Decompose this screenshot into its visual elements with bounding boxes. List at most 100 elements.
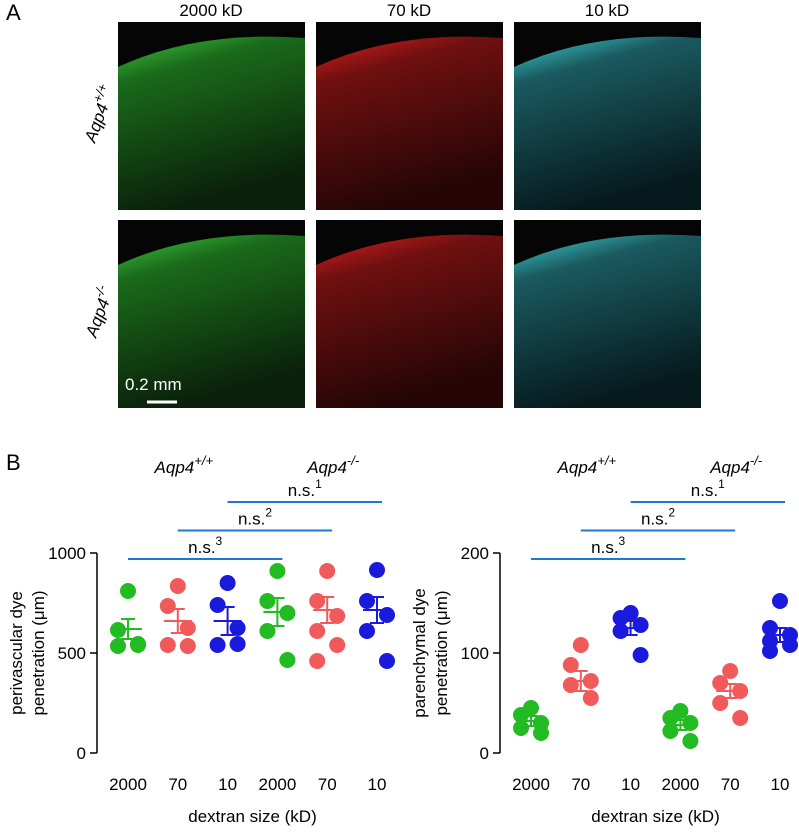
data-point [359,623,375,639]
comparison-sup: 2 [668,506,675,520]
sem-bar [673,719,688,731]
data-point [110,638,126,654]
comparison-text: n.s. [591,538,618,557]
sem-bar [121,618,135,640]
comparison-sup: 3 [619,534,626,548]
x-tick-label: 10 [218,775,237,794]
sem-bar [524,715,538,727]
x-tick-label: 70 [571,775,590,794]
sem-bar [270,597,285,627]
tissue [514,234,701,408]
row-label-base: Aqp4 [82,296,114,341]
comparison-label: n.s.1 [691,477,725,500]
comparison-label: n.s.2 [641,506,675,529]
x-tick-label: 10 [621,775,640,794]
comparison-text: n.s. [188,538,215,557]
x-tick-label: 70 [318,775,337,794]
comparison-sup: 2 [265,506,272,520]
tissue [316,234,503,408]
y-axis-label: penetration (μm) [432,590,451,715]
genotype-label-sup: -/- [347,453,360,468]
comparison-label: n.s.2 [238,506,272,529]
data-point [120,583,136,599]
data-point [309,653,326,669]
comparison-sup: 1 [315,477,322,491]
comparison-text: n.s. [641,510,668,529]
comparison-text: n.s. [238,510,265,529]
sem-bar [773,627,787,643]
data-point [562,657,579,673]
data-point [513,720,529,736]
data-point [379,653,395,669]
comparison-label: n.s.1 [288,477,322,500]
data-point [219,575,236,591]
x-tick-label: 2000 [512,775,550,794]
data-point [359,593,375,609]
data-point [179,638,196,654]
data-point [169,578,186,594]
y-tick-label: 200 [461,544,489,563]
sem-bar [723,683,738,699]
scale-bar-label: 0.2 mm [125,375,182,394]
data-point [209,597,226,613]
tissue [316,36,503,211]
row-label: Aqp4+/+ [76,81,119,146]
x-axis-label: dextran size (kD) [188,807,316,826]
data-point [369,562,385,578]
data-point [762,620,778,636]
x-tick-label: 2000 [661,775,699,794]
y-tick-label: 0 [77,744,86,763]
y-tick-label: 1000 [48,544,86,563]
genotype-label-base: Aqp4 [154,458,195,477]
sem-bar [623,620,638,636]
x-tick-label: 70 [721,775,740,794]
row-label: Aqp4-/- [77,282,118,341]
data-point [582,690,599,706]
x-tick-label: 70 [168,775,187,794]
genotype-label: Aqp4-/- [709,453,763,477]
data-point [632,647,649,663]
genotype-label-base: Aqp4 [306,458,347,477]
data-point [632,617,649,633]
y-tick-label: 100 [461,644,489,663]
comparison-sup: 3 [216,534,223,548]
data-point [229,636,246,652]
row-label-base: Aqp4 [81,101,113,146]
column-header: 10 kD [585,1,629,20]
data-point [259,593,276,609]
x-tick-label: 10 [368,775,387,794]
x-tick-label: 10 [771,775,790,794]
sem-bar [573,670,588,692]
genotype-label: Aqp4+/+ [154,453,214,477]
data-point [662,723,679,739]
tissue [118,234,305,408]
data-point [159,637,176,653]
genotype-label: Aqp4-/- [306,453,360,477]
data-point [682,733,699,749]
sem-bar [370,596,384,624]
data-point [159,598,176,614]
data-point [572,637,589,653]
data-point [762,643,778,659]
panel-label: B [6,450,21,475]
micrographs [118,22,701,408]
data-point [682,715,699,731]
data-point [309,623,326,639]
column-header: 70 kD [387,1,431,20]
data-point [309,593,326,609]
genotype-label-base: Aqp4 [557,458,598,477]
data-point [782,637,798,653]
data-point [772,593,788,609]
comparison-label: n.s.3 [188,534,222,557]
genotype-label-sup: -/- [750,453,763,468]
data-point [279,652,296,668]
sem-bar [170,608,185,634]
data-point [329,608,346,624]
tissue [118,36,305,211]
row-label-sup: -/- [91,282,110,299]
genotype-label-sup: +/+ [597,453,616,468]
comparison-label: n.s.3 [591,534,625,557]
row-label-sup: +/+ [90,81,111,104]
x-axis-label: dextran size (kD) [591,807,719,826]
